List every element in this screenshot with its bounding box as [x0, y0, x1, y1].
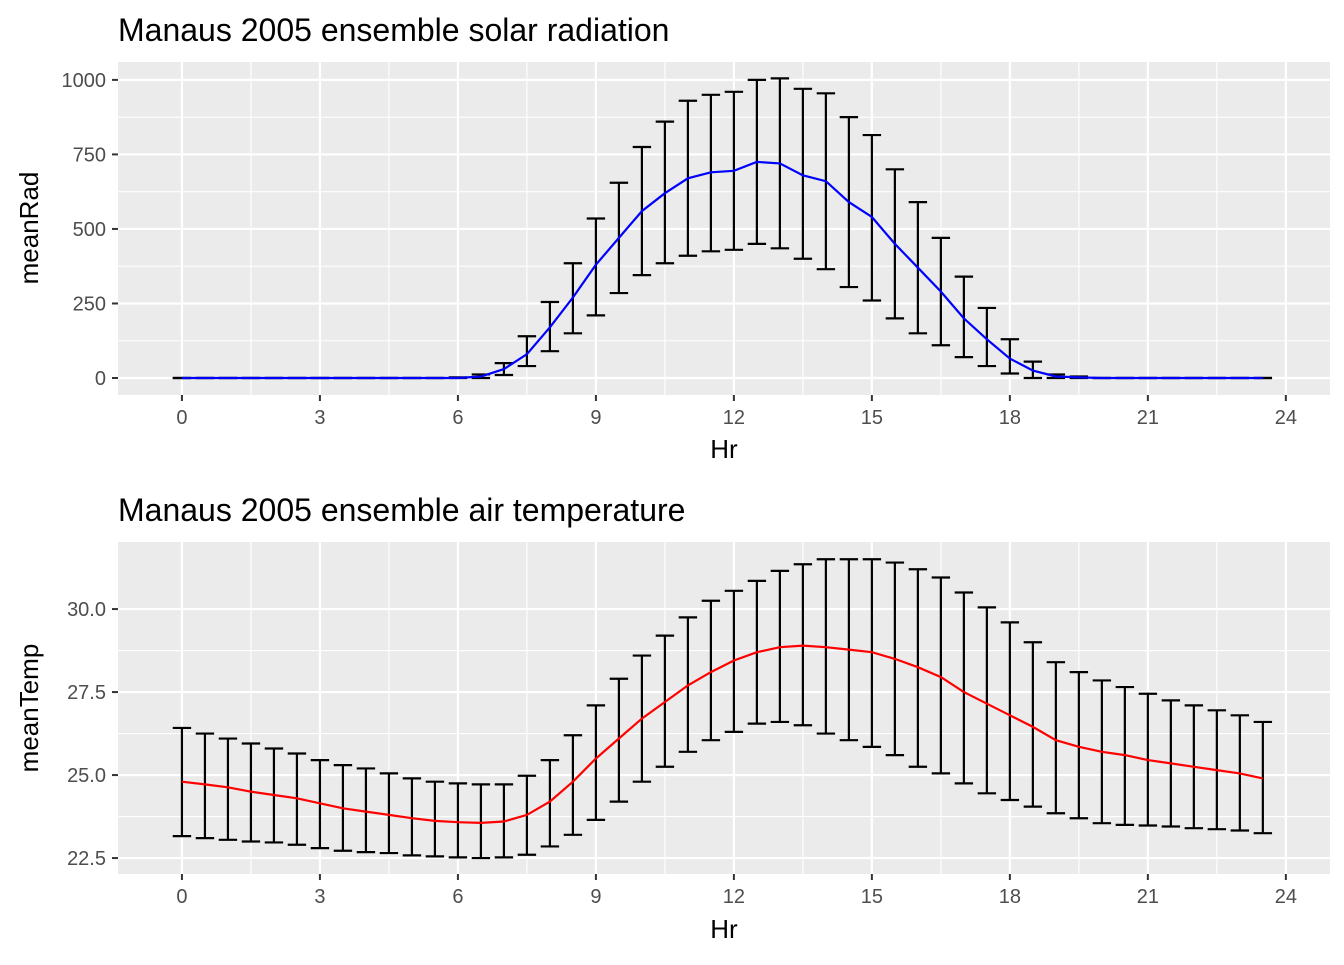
- temperature-y-tick-label: 27.5: [67, 682, 106, 704]
- temperature-x-tick-label: 9: [590, 886, 601, 908]
- temperature-y-tick-label: 25.0: [67, 765, 106, 787]
- radiation-x-tick-label: 3: [314, 407, 325, 429]
- radiation-y-axis-label: meanRad: [14, 172, 44, 285]
- temperature-y-tick-label: 30.0: [67, 599, 106, 621]
- temperature-x-tick-label: 21: [1137, 886, 1159, 908]
- radiation-x-tick-label: 15: [861, 407, 883, 429]
- radiation-x-tick-label: 0: [176, 407, 187, 429]
- temperature-x-tick-label: 15: [861, 886, 883, 908]
- temperature-x-axis-label: Hr: [710, 914, 738, 944]
- temperature-x-tick-label: 18: [999, 886, 1021, 908]
- temperature-panel: Manaus 2005 ensemble air temperature Hr …: [14, 492, 1330, 944]
- temperature-y-tick-label: 22.5: [67, 848, 106, 870]
- radiation-panel: Manaus 2005 ensemble solar radiation Hr …: [14, 12, 1330, 464]
- radiation-x-tick-label: 9: [590, 407, 601, 429]
- radiation-y-tick-label: 500: [73, 219, 106, 241]
- temperature-title: Manaus 2005 ensemble air temperature: [118, 492, 685, 528]
- radiation-title: Manaus 2005 ensemble solar radiation: [118, 12, 669, 48]
- temperature-x-tick-label: 3: [314, 886, 325, 908]
- radiation-x-tick-label: 6: [452, 407, 463, 429]
- radiation-x-tick-label: 18: [999, 407, 1021, 429]
- radiation-y-tick-label: 1000: [62, 70, 107, 92]
- temperature-x-tick-label: 24: [1275, 886, 1297, 908]
- radiation-y-tick-label: 250: [73, 293, 106, 315]
- radiation-x-tick-label: 24: [1275, 407, 1297, 429]
- radiation-x-tick-label: 12: [723, 407, 745, 429]
- radiation-x-axis-label: Hr: [710, 434, 738, 464]
- temperature-x-tick-label: 0: [176, 886, 187, 908]
- temperature-y-axis-label: meanTemp: [14, 644, 44, 773]
- radiation-x-tick-label: 21: [1137, 407, 1159, 429]
- radiation-y-tick-label: 0: [95, 368, 106, 390]
- temperature-x-tick-label: 12: [723, 886, 745, 908]
- temperature-x-tick-label: 6: [452, 886, 463, 908]
- radiation-y-tick-label: 750: [73, 144, 106, 166]
